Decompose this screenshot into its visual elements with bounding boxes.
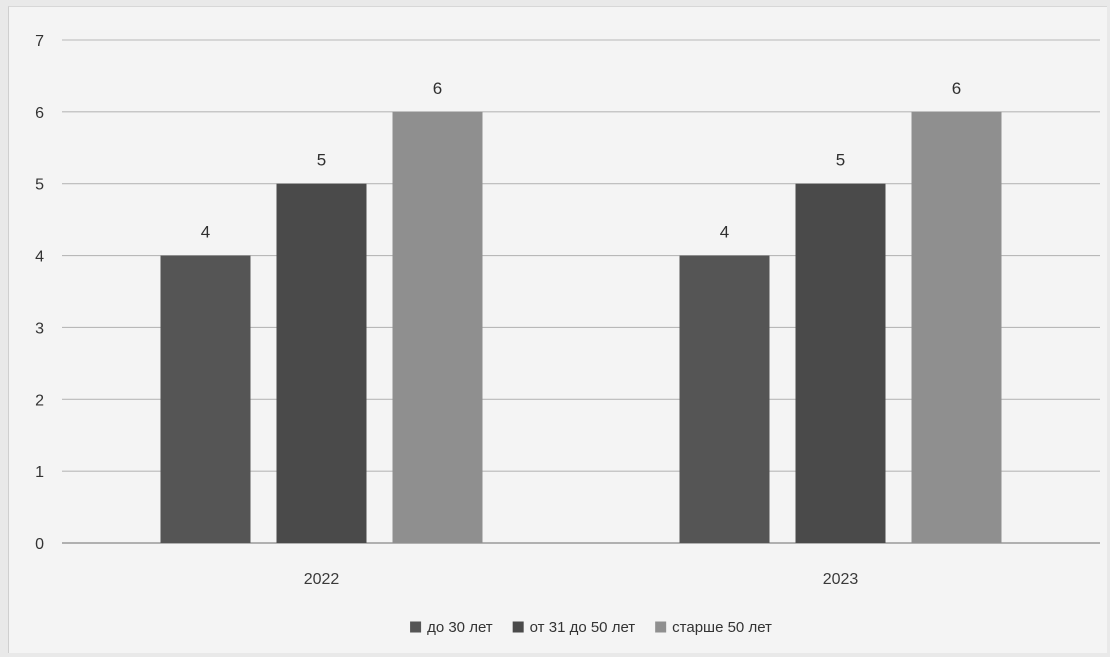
legend: до 30 лет от 31 до 50 лет старше 50 лет: [410, 619, 772, 636]
bar: [160, 255, 251, 544]
y-tick-label: 6: [35, 105, 44, 122]
data-label: 4: [720, 223, 729, 242]
data-label: 5: [836, 151, 845, 170]
legend-label: до 30 лет: [427, 619, 493, 636]
bar: [911, 111, 1002, 543]
data-label: 4: [201, 223, 210, 242]
data-label: 6: [952, 79, 961, 98]
data-labels: 4 5 6 4 5 6: [201, 79, 961, 242]
data-label: 6: [433, 79, 442, 98]
x-axis: 2022 2023: [304, 571, 859, 588]
x-tick-label: 2023: [823, 571, 859, 588]
bar: [795, 183, 886, 543]
legend-label: старше 50 лет: [672, 619, 772, 636]
y-tick-label: 5: [35, 177, 44, 194]
bar: [392, 111, 483, 543]
y-axis: 0 1 2 3 4 5 6 7: [35, 33, 44, 553]
y-tick-label: 4: [35, 249, 44, 266]
data-label: 5: [317, 151, 326, 170]
bar: [276, 183, 367, 543]
y-tick-label: 1: [35, 464, 44, 481]
y-tick-label: 7: [35, 33, 44, 50]
legend-swatch: [655, 621, 667, 633]
y-tick-label: 2: [35, 392, 44, 409]
legend-swatch: [410, 621, 422, 633]
y-tick-label: 0: [35, 536, 44, 553]
y-tick-label: 3: [35, 320, 44, 337]
legend-swatch: [512, 621, 524, 633]
bar: [679, 255, 770, 544]
x-tick-label: 2022: [304, 571, 340, 588]
bars: [160, 111, 1002, 544]
legend-label: от 31 до 50 лет: [530, 619, 636, 636]
